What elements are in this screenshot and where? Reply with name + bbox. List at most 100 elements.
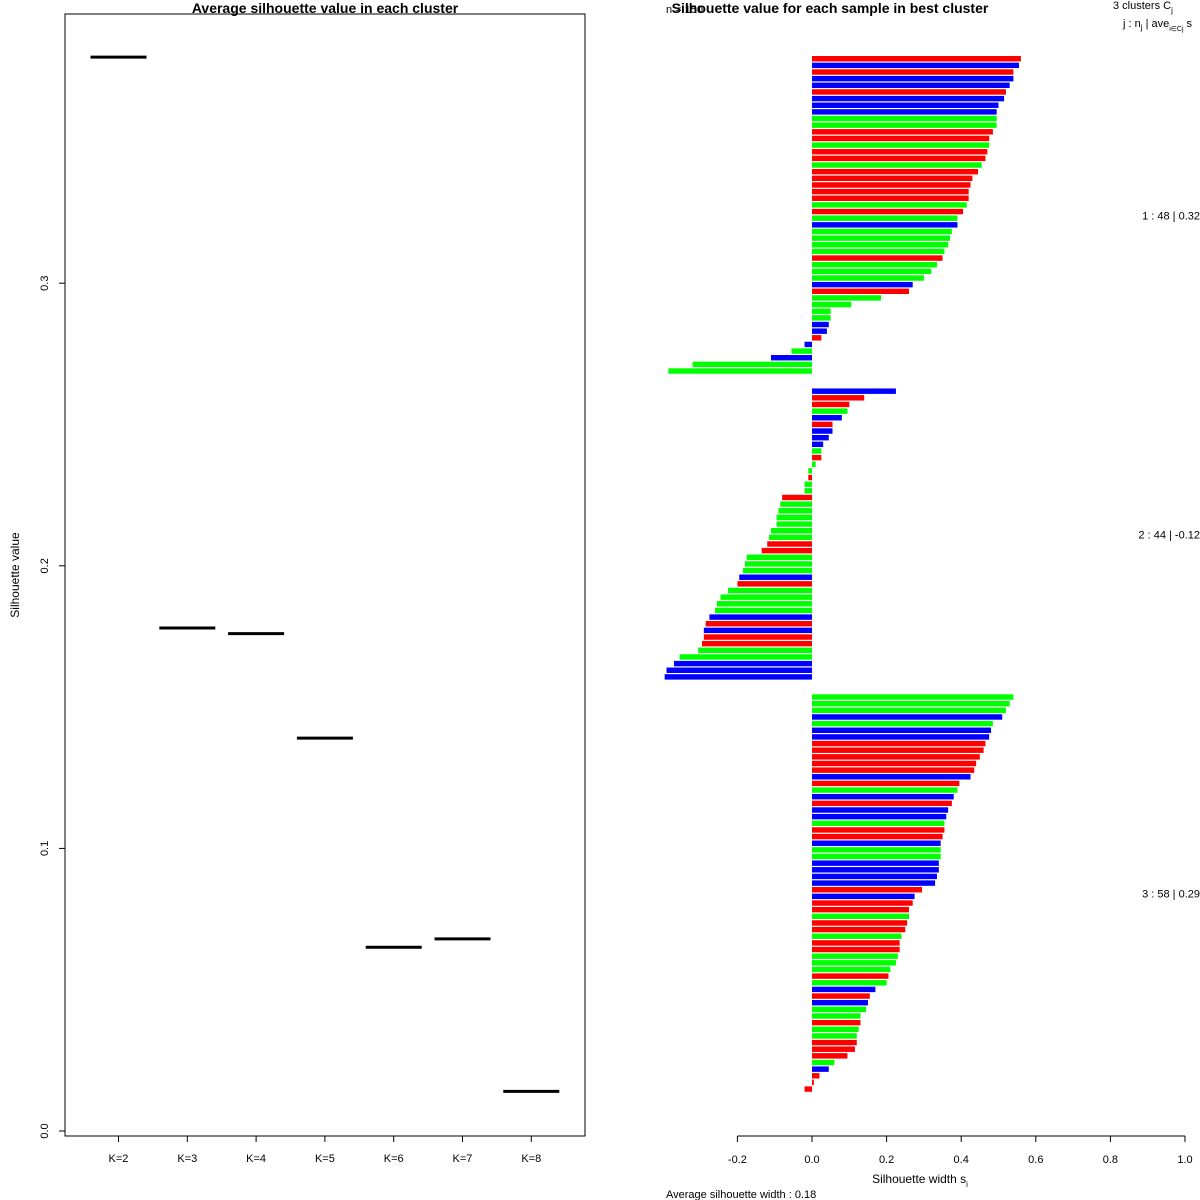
right-x-tick-label: 0.4 — [954, 1154, 969, 1166]
silhouette-bar — [812, 926, 906, 933]
silhouette-bar — [812, 428, 833, 434]
legend-subheader-subscript: j — [1140, 23, 1143, 32]
left-x-tick-label: K=3 — [177, 1153, 197, 1165]
silhouette-bar — [812, 1006, 867, 1013]
silhouette-bar — [812, 261, 937, 268]
silhouette-bar — [791, 348, 812, 354]
legend-subheader-ave: | ave — [1143, 18, 1170, 30]
silhouette-bar — [812, 953, 898, 959]
silhouette-bar — [812, 1079, 814, 1086]
silhouette-bar — [812, 966, 891, 973]
silhouette-bar — [812, 1053, 848, 1059]
silhouette-bar — [812, 149, 988, 155]
right-x-axis-label-subscript: i — [966, 1180, 968, 1189]
silhouette-bar — [812, 1073, 820, 1079]
silhouette-bar — [812, 694, 1014, 700]
silhouette-bar — [812, 82, 1010, 89]
silhouette-bar — [776, 521, 812, 527]
left-x-tick-label: K=4 — [246, 1153, 266, 1165]
silhouette-bar — [812, 1066, 829, 1072]
right-x-axis-label-text: Silhouette width s — [872, 1172, 966, 1186]
silhouette-bar — [666, 667, 812, 673]
silhouette-bar — [812, 461, 816, 467]
silhouette-bar — [703, 627, 812, 634]
silhouette-bar — [770, 527, 812, 534]
right-panel: n = 150 Silhouette value for each sample… — [664, 0, 1200, 1200]
right-x-tick-label: -0.2 — [728, 1154, 747, 1166]
silhouette-bar — [737, 581, 812, 587]
silhouette-bar — [812, 999, 868, 1006]
legend-header: 3 clusters Cj — [1113, 0, 1173, 15]
silhouette-bar — [812, 900, 913, 906]
silhouette-bar — [812, 208, 964, 215]
left-plot-frame — [64, 13, 586, 1137]
sample-count-label: n = 150 — [666, 4, 703, 16]
right-x-tick-label: 1.0 — [1177, 1154, 1192, 1166]
silhouette-bar — [812, 115, 997, 122]
silhouette-bar — [812, 754, 980, 760]
left-x-tick-label: K=8 — [521, 1153, 541, 1165]
silhouette-bar — [673, 660, 812, 667]
silhouette-bar — [812, 880, 936, 886]
silhouette-bar — [703, 634, 812, 640]
right-x-axis-label: Silhouette width si — [872, 1172, 968, 1189]
legend-header-subscript: j — [1170, 6, 1173, 15]
silhouette-bar — [812, 747, 984, 753]
silhouette-bar — [812, 780, 960, 787]
silhouette-bar — [812, 281, 913, 288]
silhouette-bar — [679, 654, 812, 660]
silhouette-bar — [812, 913, 909, 920]
right-x-axis: -0.2 0.0 0.2 0.4 0.6 0.8 1.0 — [728, 1135, 1193, 1166]
silhouette-bar — [812, 986, 876, 993]
silhouette-bar — [812, 1059, 835, 1066]
silhouette-bar — [812, 774, 971, 780]
silhouette-bar — [812, 1039, 857, 1046]
silhouette-bar — [812, 700, 1010, 707]
silhouette-bar — [812, 248, 945, 255]
silhouette-bar — [812, 129, 993, 135]
silhouette-bar — [812, 321, 829, 328]
left-y-axis-label: Silhouette value — [8, 532, 22, 618]
silhouette-bar — [812, 873, 937, 880]
silhouette-bar — [812, 62, 1020, 69]
silhouette-bar — [812, 95, 1005, 102]
silhouette-bar — [761, 547, 812, 554]
silhouette-bar — [709, 614, 812, 620]
silhouette-bar — [812, 308, 831, 314]
silhouette-bar — [812, 993, 870, 999]
silhouette-bar — [767, 541, 812, 547]
silhouette-bar — [812, 441, 824, 448]
silhouette-bar — [812, 867, 939, 873]
average-silhouette-width: Average silhouette width : 0.18 — [666, 1189, 816, 1200]
silhouette-bar — [701, 640, 812, 647]
silhouette-bar — [812, 807, 949, 813]
left-marks — [90, 55, 560, 1093]
silhouette-bar — [812, 448, 822, 454]
legend-subheader: j : nj | avei∈Cj s — [1122, 18, 1193, 33]
silhouette-bar — [744, 561, 812, 567]
silhouette-bar — [812, 973, 889, 979]
silhouette-bar — [812, 395, 865, 401]
silhouette-bar — [812, 142, 990, 148]
silhouette-bar — [812, 827, 945, 833]
left-x-tick-label: K=2 — [109, 1153, 129, 1165]
right-chart-title: Silhouette value for each sample in best… — [672, 0, 989, 16]
left-y-axis: 0.0 0.1 0.2 0.3 — [39, 276, 65, 1139]
silhouette-bar — [812, 946, 900, 953]
left-panel: Average silhouette value in each cluster… — [8, 0, 586, 1165]
silhouette-bar — [812, 933, 902, 939]
silhouette-bar — [812, 920, 908, 926]
legend-header-text: 3 clusters C — [1113, 0, 1171, 12]
silhouette-bars — [664, 56, 1021, 1092]
silhouette-bar — [746, 554, 812, 561]
silhouette-bar — [812, 1046, 855, 1052]
silhouette-bar — [808, 468, 812, 474]
silhouette-bar — [812, 720, 993, 727]
silhouette-bar — [812, 135, 990, 142]
silhouette-bar — [728, 587, 812, 594]
silhouette-bar — [769, 534, 812, 541]
silhouette-bar — [812, 1026, 859, 1033]
silhouette-bar — [812, 1033, 857, 1039]
right-x-tick-label: 0.8 — [1103, 1154, 1118, 1166]
left-y-tick-label: 0.3 — [39, 276, 51, 291]
